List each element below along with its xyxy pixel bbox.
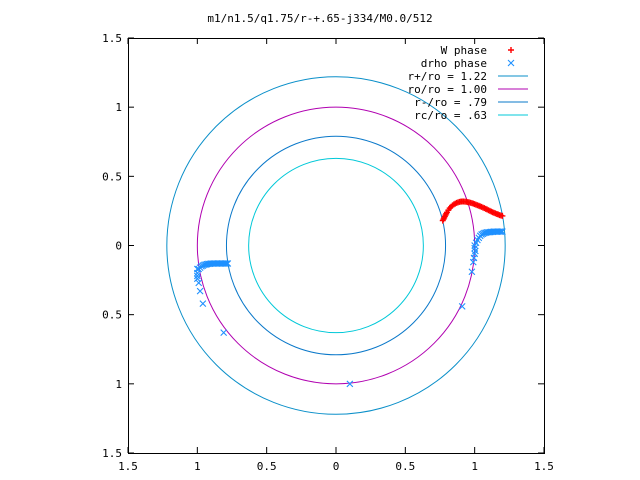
drho-phase-point — [195, 279, 203, 287]
drho-phase-point — [496, 228, 504, 236]
drho-phase-point — [499, 228, 506, 236]
drho-phase-point — [193, 275, 201, 283]
y-tick-label: 1 — [115, 101, 122, 114]
legend-label: rc/ro = .63 — [414, 109, 487, 122]
drho-phase-point — [221, 260, 229, 267]
drho-phase-point — [196, 287, 204, 295]
radius-circles — [166, 76, 506, 415]
axis-ticks: 1.5 1 0.5 0 0.5 1 1.51.510.500.511.5 — [102, 32, 554, 473]
legend-label: ro/ro = 1.00 — [408, 83, 487, 96]
drho-phase-point — [193, 272, 201, 280]
legend-label: drho phase — [421, 57, 487, 70]
legend-plus-marker — [508, 47, 514, 53]
x-tick-label: 0 — [333, 460, 340, 473]
legend-cross-marker — [507, 59, 515, 67]
drho-phase-point — [199, 300, 207, 307]
x-tick-label: 1.5 — [118, 460, 138, 473]
w-phase-point — [499, 212, 506, 219]
y-tick-label: 1 — [115, 378, 122, 391]
y-tick-label: 0.5 — [102, 309, 122, 322]
series-circle — [225, 135, 447, 356]
legend-label: r+/ro = 1.22 — [408, 70, 487, 83]
drho-phase-point — [220, 329, 228, 337]
x-tick-label: 0.5 — [395, 460, 415, 473]
x-tick-label: 1 — [471, 460, 478, 473]
y-tick-label: 0 — [115, 240, 122, 253]
series-circle — [196, 106, 476, 385]
x-tick-label: 0.5 — [257, 460, 277, 473]
drho-phase-point — [224, 260, 232, 267]
drho-phase-point — [469, 258, 477, 266]
series-circle — [248, 157, 424, 334]
data-points — [193, 198, 506, 388]
y-tick-label: 0.5 — [102, 170, 122, 183]
drho-phase-point — [346, 380, 354, 388]
y-tick-label: 1.5 — [102, 447, 122, 460]
drho-phase-point — [458, 302, 466, 310]
x-tick-label: 1 — [194, 460, 201, 473]
legend-label: r-/ro = .79 — [414, 96, 487, 109]
drho-phase-point — [497, 228, 505, 236]
chart-title: m1/n1.5/q1.75/r-+.65-j334/M0.0/512 — [207, 12, 432, 25]
legend-label: W phase — [441, 44, 487, 57]
series-circle — [166, 76, 506, 415]
drho-phase-point — [468, 268, 476, 276]
drho-phase-point — [223, 260, 230, 267]
y-tick-label: 1.5 — [102, 32, 122, 45]
drho-phase-point — [193, 269, 201, 277]
x-tick-label: 1.5 — [534, 460, 554, 473]
